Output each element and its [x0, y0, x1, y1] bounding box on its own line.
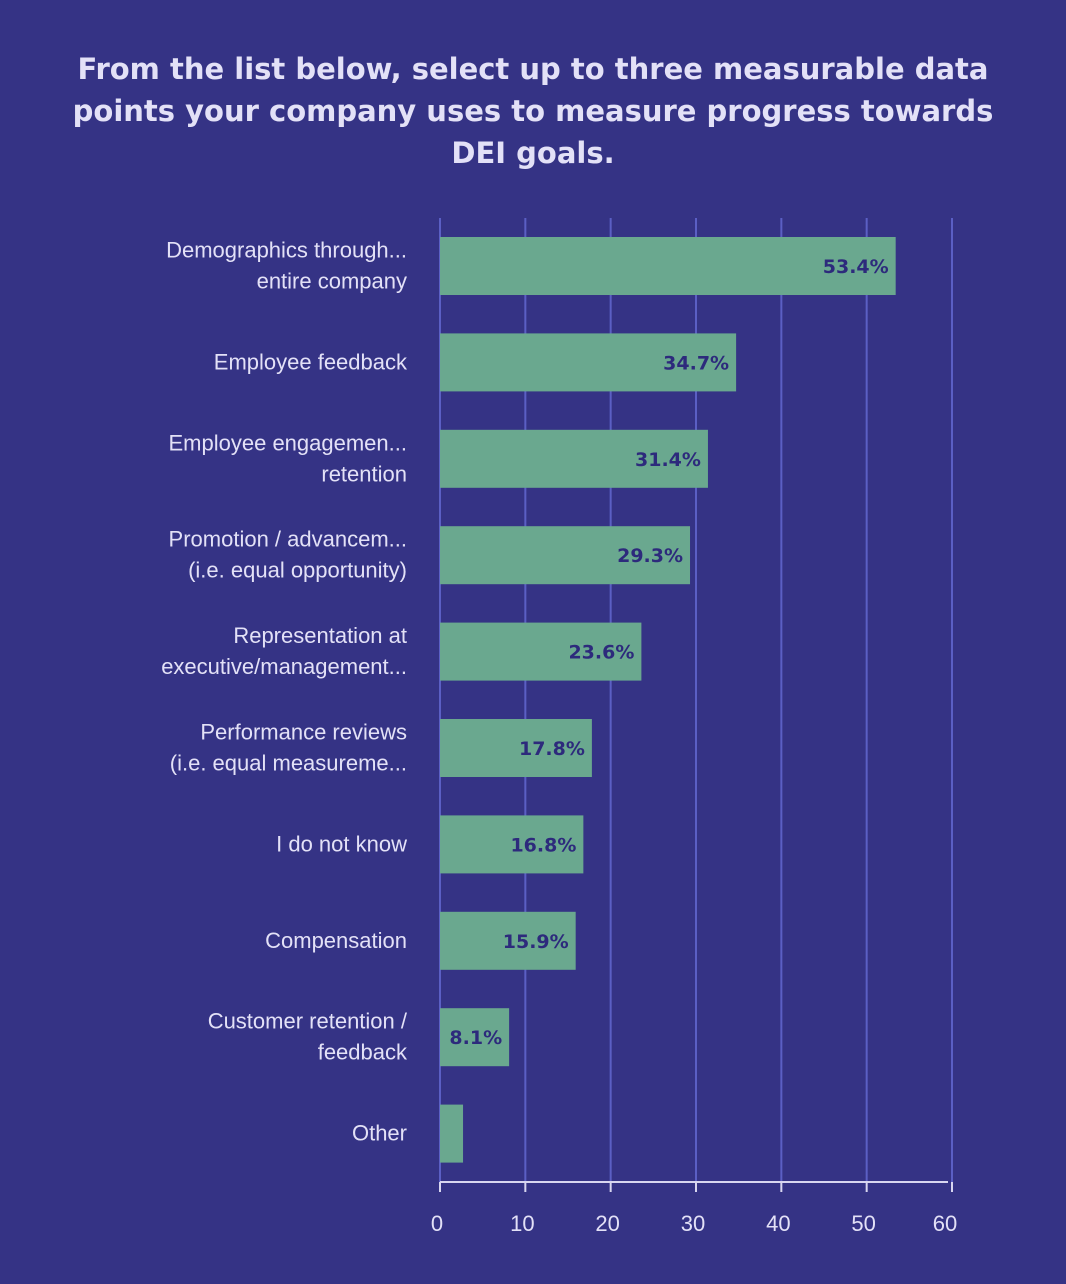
category-label-4-0: Representation at — [233, 623, 407, 648]
bar-1 — [440, 333, 737, 392]
category-label-6-0: I do not know — [276, 831, 407, 856]
x-tick-label-20: 20 — [595, 1211, 619, 1236]
x-tick-label-60: 60 — [933, 1211, 957, 1236]
bar-6 — [440, 815, 584, 874]
value-label-5: 17.8% — [519, 738, 585, 760]
value-label-7: 15.9% — [503, 931, 569, 953]
value-label-1: 34.7% — [663, 352, 729, 374]
value-label-8: 8.1% — [449, 1027, 502, 1049]
category-label-1-0: Employee feedback — [214, 349, 408, 374]
value-label-2: 31.4% — [635, 449, 701, 471]
x-tick-label-10: 10 — [510, 1211, 534, 1236]
category-label-0-0: Demographics through... — [166, 238, 407, 263]
category-label-0-1: entire company — [257, 269, 407, 294]
value-label-6: 16.8% — [510, 834, 576, 856]
bar-5 — [440, 719, 592, 777]
x-tick-label-30: 30 — [681, 1211, 705, 1236]
category-label-9-0: Other — [352, 1121, 407, 1146]
bar-8 — [440, 1008, 510, 1067]
x-tick-label-40: 40 — [766, 1211, 790, 1236]
category-label-4-1: executive/management... — [161, 654, 407, 679]
bar-7 — [440, 911, 576, 970]
bar-2 — [440, 429, 708, 488]
bar-0 — [440, 237, 896, 295]
category-label-5-0: Performance reviews — [200, 720, 407, 745]
category-label-2-1: retention — [321, 461, 407, 486]
value-label-4: 23.6% — [568, 642, 634, 664]
category-label-2-0: Employee engagemen... — [169, 430, 408, 455]
value-label-3: 29.3% — [617, 545, 683, 567]
category-label-8-0: Customer retention / — [208, 1009, 408, 1034]
value-label-0: 53.4% — [823, 256, 889, 278]
category-label-8-1: feedback — [318, 1040, 408, 1065]
bar-9 — [440, 1104, 464, 1163]
bar-4 — [440, 622, 642, 681]
category-label-3-1: (i.e. equal opportunity) — [188, 558, 407, 583]
x-tick-label-50: 50 — [851, 1211, 875, 1236]
category-label-3-0: Promotion / advancem... — [169, 527, 407, 552]
category-label-5-1: (i.e. equal measureme... — [170, 751, 407, 776]
category-label-7-0: Compensation — [265, 928, 407, 953]
chart-title: From the list below, select up to three … — [72, 52, 994, 170]
bar-3 — [440, 526, 691, 585]
x-tick-label-0: 0 — [431, 1211, 443, 1236]
